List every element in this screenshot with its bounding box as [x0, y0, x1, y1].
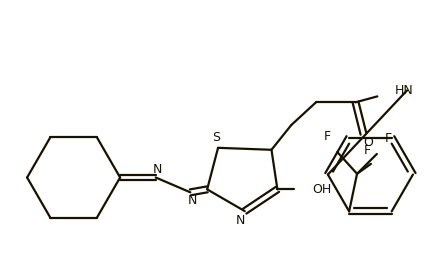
Text: F: F: [324, 130, 331, 143]
Text: N: N: [153, 163, 162, 176]
Text: N: N: [236, 213, 245, 227]
Text: HN: HN: [395, 84, 414, 97]
Text: S: S: [212, 132, 220, 144]
Text: F: F: [385, 132, 392, 145]
Text: O: O: [363, 136, 373, 149]
Text: N: N: [188, 194, 197, 207]
Text: OH: OH: [312, 183, 331, 196]
Text: F: F: [363, 144, 371, 157]
